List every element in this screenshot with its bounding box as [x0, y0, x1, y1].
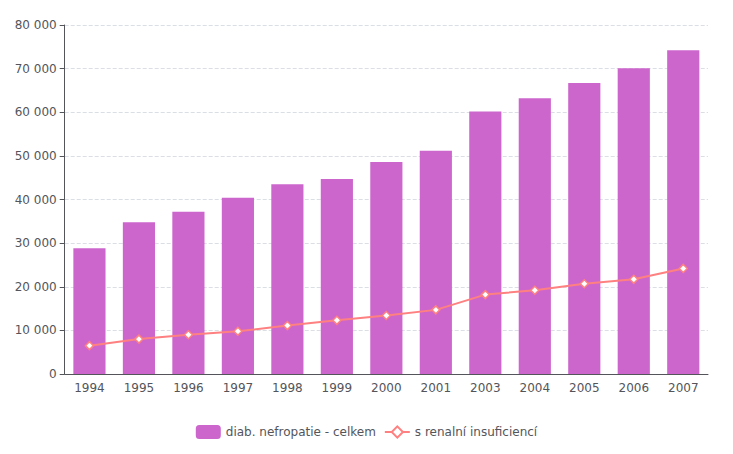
svg-text:2006: 2006 — [618, 381, 649, 395]
svg-text:2003: 2003 — [470, 381, 501, 395]
svg-text:2004: 2004 — [520, 381, 551, 395]
svg-text:1995: 1995 — [124, 381, 155, 395]
svg-text:s renalní insuficiencí: s renalní insuficiencí — [415, 425, 538, 439]
svg-text:60 000: 60 000 — [15, 105, 57, 119]
svg-text:40 000: 40 000 — [15, 193, 57, 207]
svg-text:0: 0 — [49, 367, 57, 381]
svg-text:2000: 2000 — [371, 381, 402, 395]
svg-text:30 000: 30 000 — [15, 236, 57, 250]
svg-text:2001: 2001 — [421, 381, 452, 395]
svg-text:10 000: 10 000 — [15, 323, 57, 337]
svg-text:1997: 1997 — [223, 381, 254, 395]
svg-text:1996: 1996 — [173, 381, 204, 395]
svg-text:50 000: 50 000 — [15, 149, 57, 163]
svg-text:2005: 2005 — [569, 381, 600, 395]
svg-text:2007: 2007 — [668, 381, 699, 395]
svg-text:diab. nefropatie - celkem: diab. nefropatie - celkem — [226, 425, 376, 439]
svg-text:80 000: 80 000 — [15, 18, 57, 32]
svg-text:70 000: 70 000 — [15, 62, 57, 76]
svg-text:1998: 1998 — [272, 381, 303, 395]
svg-text:20 000: 20 000 — [15, 280, 57, 294]
svg-text:1994: 1994 — [74, 381, 105, 395]
svg-text:1999: 1999 — [322, 381, 353, 395]
